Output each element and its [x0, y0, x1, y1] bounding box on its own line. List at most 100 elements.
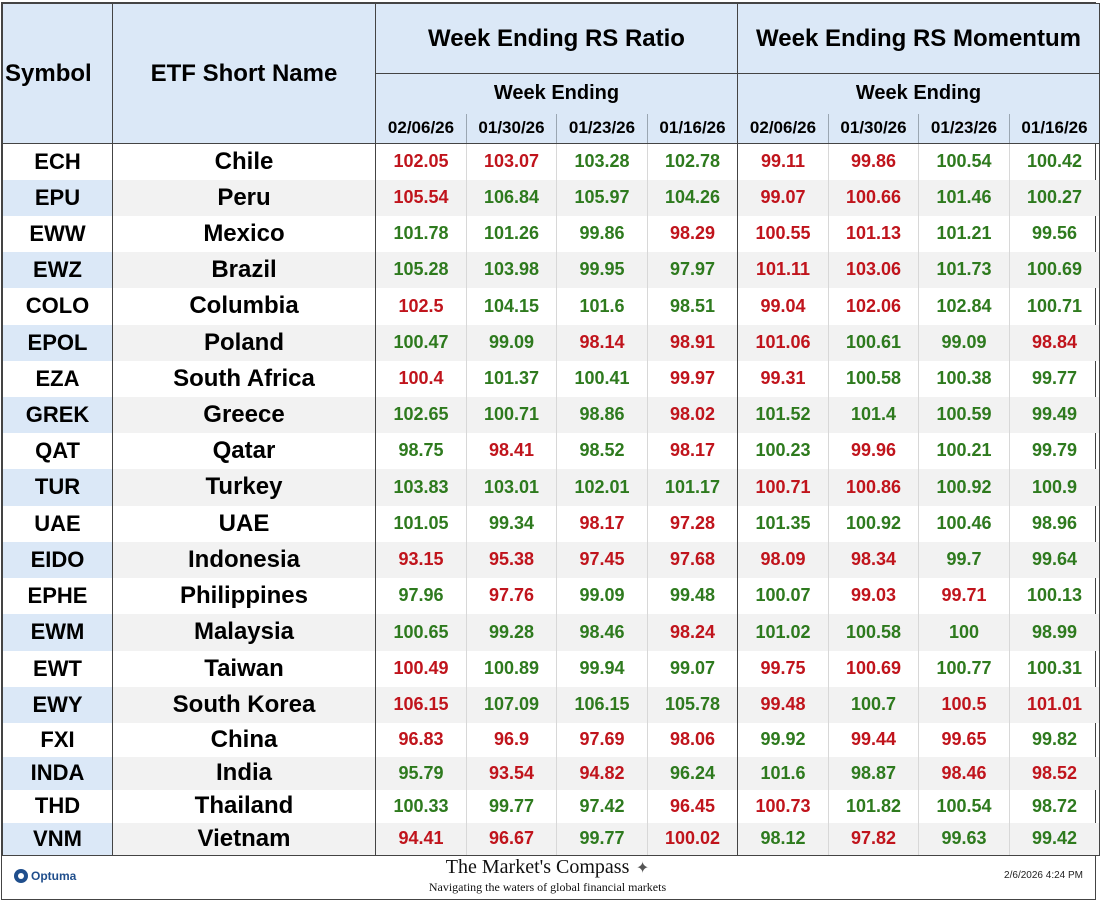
- optuma-logo-text: Optuma: [31, 869, 77, 883]
- momentum-value-cell: 100.5: [918, 686, 1010, 723]
- momentum-value-cell: 100.38: [918, 360, 1010, 397]
- name-cell: South Korea: [112, 686, 376, 723]
- table-row: QAT Qatar 98.75 98.41 98.52 98.17 100.23 99.96 1…: [2, 432, 1100, 469]
- name-cell: South Africa: [112, 360, 376, 397]
- symbol-cell: COLO: [2, 287, 113, 325]
- ratio-value-cell: 97.45: [556, 541, 648, 578]
- momentum-value-cell: 100: [918, 613, 1010, 651]
- momentum-value-cell: 101.4: [828, 396, 919, 433]
- momentum-value-cell: 100.71: [1009, 287, 1100, 325]
- momentum-value-cell: 100.54: [918, 143, 1010, 180]
- momentum-value-cell: 100.07: [737, 577, 829, 614]
- ratio-value-cell: 100.41: [556, 360, 648, 397]
- etf-name-header: ETF Short Name: [112, 3, 376, 144]
- momentum-value-cell: 100.69: [828, 650, 919, 687]
- table-row: EWM Malaysia 100.65 99.28 98.46 98.24 101.02 10…: [2, 613, 1100, 651]
- momentum-value-cell: 101.35: [737, 505, 829, 542]
- table-row: EPOL Poland 100.47 99.09 98.14 98.91 101.06 100…: [2, 324, 1100, 361]
- symbol-cell: UAE: [2, 505, 113, 542]
- momentum-value-cell: 99.48: [737, 686, 829, 723]
- table-row: EWY South Korea 106.15 107.09 106.15 105.78 99…: [2, 686, 1100, 723]
- ratio-value-cell: 107.09: [466, 686, 557, 723]
- momentum-value-cell: 100.92: [918, 468, 1010, 506]
- table-row: INDA India 95.79 93.54 94.82 96.24 101.6 98.87 9…: [2, 756, 1100, 790]
- ratio-value-cell: 106.84: [466, 179, 557, 216]
- name-cell: Greece: [112, 396, 376, 433]
- table-row: EWT Taiwan 100.49 100.89 99.94 99.07 99.75 100.…: [2, 650, 1100, 687]
- ratio-value-cell: 98.52: [556, 432, 648, 469]
- momentum-value-cell: 99.09: [918, 324, 1010, 361]
- brand-title: The Market's Compass: [445, 856, 630, 878]
- ratio-value-cell: 99.95: [556, 251, 648, 288]
- momentum-value-cell: 101.21: [918, 215, 1010, 252]
- table-row: COLO Columbia 102.5 104.15 101.6 98.51 99.04 10…: [2, 287, 1100, 325]
- symbol-cell: EPHE: [2, 577, 113, 614]
- table-row: EPHE Philippines 97.96 97.76 99.09 99.48 100.0…: [2, 577, 1100, 614]
- ratio-value-cell: 96.9: [466, 722, 557, 757]
- momentum-value-cell: 101.52: [737, 396, 829, 433]
- momentum-value-cell: 98.84: [1009, 324, 1100, 361]
- momentum-value-cell: 100.58: [828, 360, 919, 397]
- momentum-value-cell: 99.44: [828, 722, 919, 757]
- ratio-value-cell: 101.17: [647, 468, 738, 506]
- momentum-value-cell: 98.72: [1009, 789, 1100, 823]
- name-cell: Vietnam: [112, 822, 376, 856]
- momentum-value-cell: 99.42: [1009, 822, 1100, 856]
- ratio-value-cell: 100.33: [375, 789, 467, 823]
- ratio-value-cell: 103.98: [466, 251, 557, 288]
- rs-momentum-header: Week Ending RS Momentum: [737, 3, 1100, 74]
- momentum-value-cell: 99.96: [828, 432, 919, 469]
- ratio-value-cell: 101.6: [556, 287, 648, 325]
- ratio-value-cell: 99.94: [556, 650, 648, 687]
- ratio-value-cell: 100.89: [466, 650, 557, 687]
- name-cell: Poland: [112, 324, 376, 361]
- ratio-value-cell: 100.71: [466, 396, 557, 433]
- momentum-value-cell: 99.75: [737, 650, 829, 687]
- ratio-value-cell: 98.29: [647, 215, 738, 252]
- optuma-logo: Optuma: [14, 869, 76, 883]
- name-cell: India: [112, 756, 376, 790]
- momentum-value-cell: 100.92: [828, 505, 919, 542]
- momentum-date-3: 01/23/26: [918, 113, 1010, 144]
- ratio-value-cell: 97.96: [375, 577, 467, 614]
- table-row: EWW Mexico 101.78 101.26 99.86 98.29 100.55 101…: [2, 215, 1100, 252]
- name-cell: Qatar: [112, 432, 376, 469]
- ratio-date-3: 01/23/26: [556, 113, 648, 144]
- ratio-value-cell: 99.07: [647, 650, 738, 687]
- momentum-value-cell: 101.02: [737, 613, 829, 651]
- momentum-value-cell: 101.6: [737, 756, 829, 790]
- momentum-date-1: 02/06/26: [737, 113, 829, 144]
- ratio-value-cell: 99.09: [466, 324, 557, 361]
- ratio-value-cell: 95.38: [466, 541, 557, 578]
- ratio-value-cell: 99.86: [556, 215, 648, 252]
- ratio-value-cell: 98.46: [556, 613, 648, 651]
- ratio-value-cell: 102.65: [375, 396, 467, 433]
- momentum-value-cell: 98.12: [737, 822, 829, 856]
- ratio-value-cell: 96.83: [375, 722, 467, 757]
- momentum-date-4: 01/16/26: [1009, 113, 1100, 144]
- momentum-value-cell: 100.9: [1009, 468, 1100, 506]
- momentum-value-cell: 98.87: [828, 756, 919, 790]
- ratio-value-cell: 99.48: [647, 577, 738, 614]
- ratio-value-cell: 99.28: [466, 613, 557, 651]
- ratio-value-cell: 102.78: [647, 143, 738, 180]
- ratio-value-cell: 99.97: [647, 360, 738, 397]
- table-row: FXI China 96.83 96.9 97.69 98.06 99.92 99.44 99.…: [2, 722, 1100, 757]
- ratio-value-cell: 105.78: [647, 686, 738, 723]
- symbol-cell: EWZ: [2, 251, 113, 288]
- momentum-value-cell: 99.64: [1009, 541, 1100, 578]
- symbol-cell: EPOL: [2, 324, 113, 361]
- symbol-cell: TUR: [2, 468, 113, 506]
- momentum-value-cell: 99.77: [1009, 360, 1100, 397]
- momentum-value-cell: 101.82: [828, 789, 919, 823]
- ratio-value-cell: 99.77: [466, 789, 557, 823]
- symbol-cell: EWT: [2, 650, 113, 687]
- brand-block: The Market's Compass ✦ Navigating the wa…: [2, 856, 1093, 895]
- momentum-value-cell: 99.56: [1009, 215, 1100, 252]
- brand-tagline: Navigating the waters of global financia…: [428, 880, 667, 894]
- momentum-value-cell: 99.31: [737, 360, 829, 397]
- momentum-value-cell: 99.71: [918, 577, 1010, 614]
- ratio-value-cell: 103.07: [466, 143, 557, 180]
- name-cell: Turkey: [112, 468, 376, 506]
- symbol-cell: FXI: [2, 722, 113, 757]
